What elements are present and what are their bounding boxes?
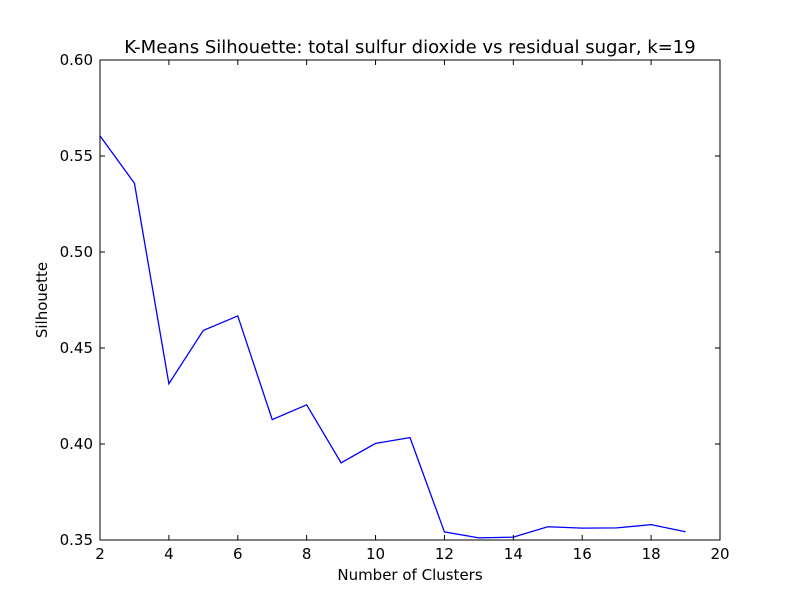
series-line xyxy=(99,135,686,539)
y-tick-label: 0.55 xyxy=(60,147,93,165)
y-tick-label: 0.40 xyxy=(60,435,93,453)
y-tick-label: 0.45 xyxy=(60,339,93,357)
y-tick-label: 0.50 xyxy=(60,243,93,261)
x-tick-label: 18 xyxy=(642,545,661,563)
x-tick-label: 20 xyxy=(710,545,729,563)
x-tick-label: 8 xyxy=(302,545,312,563)
x-tick-label: 2 xyxy=(95,545,105,563)
chart-title: K-Means Silhouette: total sulfur dioxide… xyxy=(124,37,695,58)
plot-frame xyxy=(99,59,721,541)
y-tick-label: 0.35 xyxy=(60,531,93,549)
x-tick-label: 6 xyxy=(233,545,243,563)
x-tick-label: 14 xyxy=(504,545,523,563)
y-tick-label: 0.60 xyxy=(60,51,93,69)
x-tick-label: 4 xyxy=(164,545,174,563)
x-tick-label: 10 xyxy=(366,545,385,563)
x-tick-label: 16 xyxy=(573,545,592,563)
x-tick-label: 12 xyxy=(435,545,454,563)
plot-area: 2 4 6 8 10 12 14 16 18 20 0.35 0.40 0.45 0.50 0.55 0.60 xyxy=(60,51,730,563)
x-axis-title: Number of Clusters xyxy=(337,566,482,584)
y-axis-title: Silhouette xyxy=(33,262,51,338)
